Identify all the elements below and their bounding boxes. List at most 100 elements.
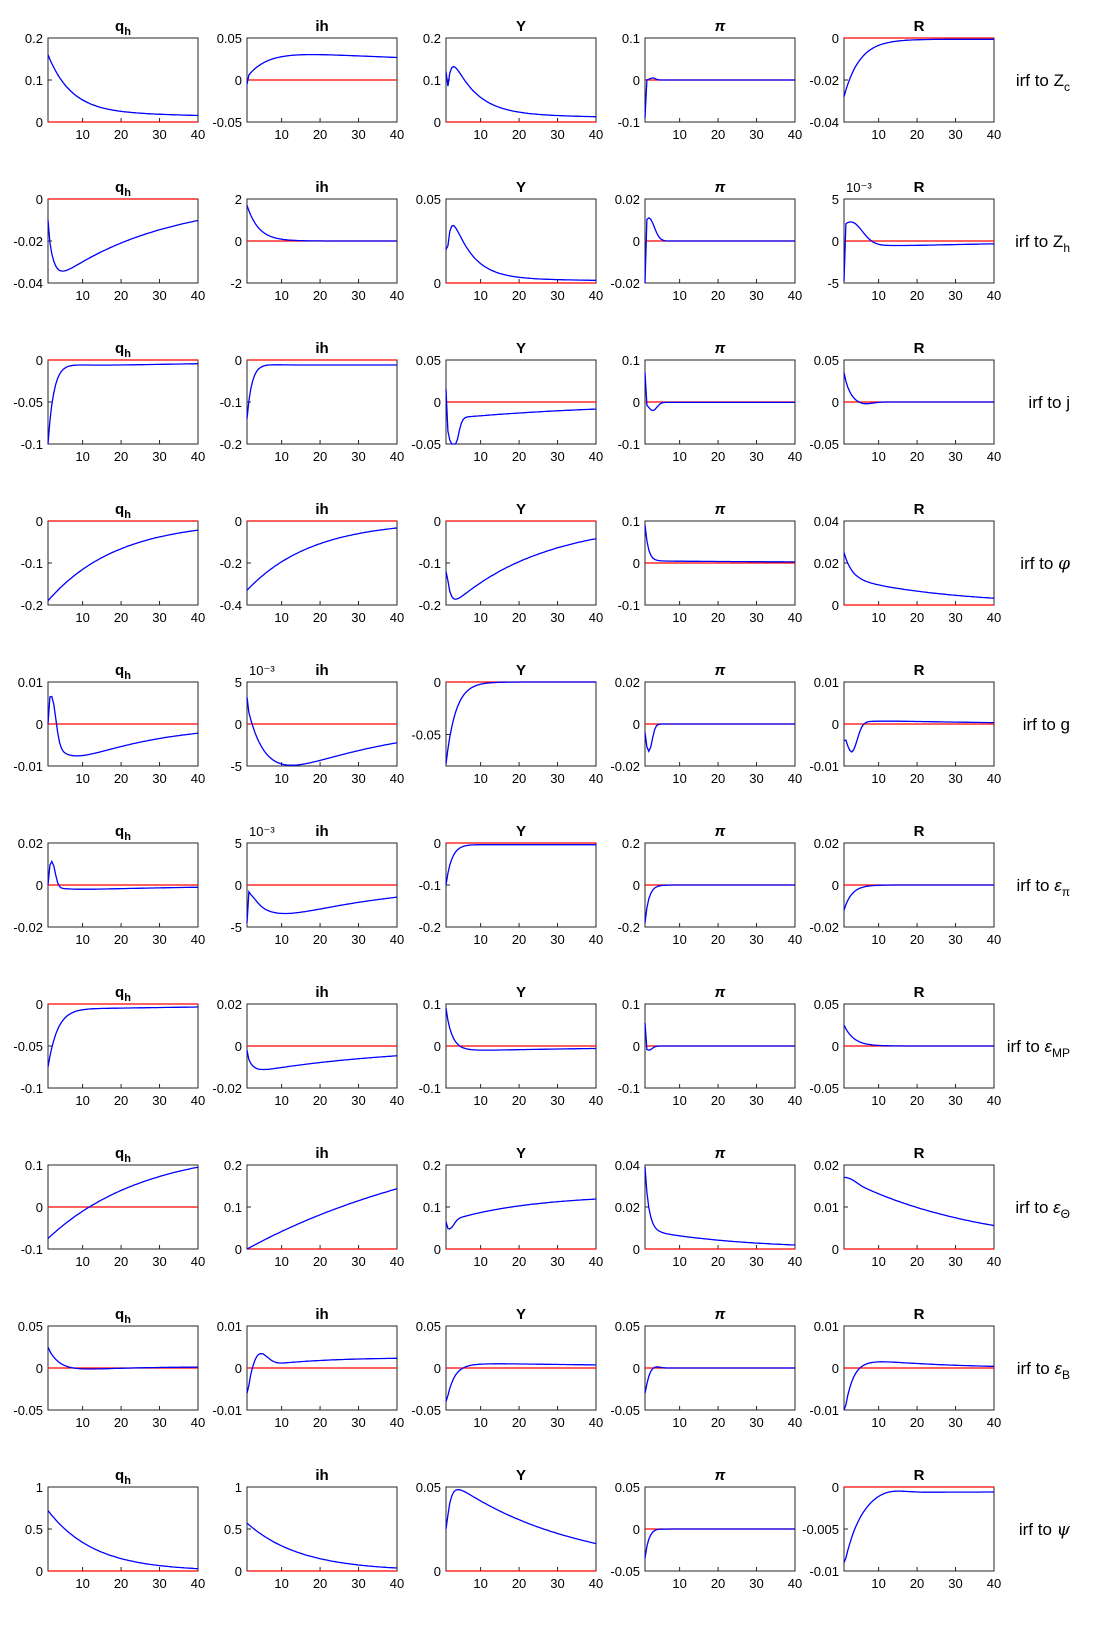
- x-tick-label: 40: [589, 771, 603, 786]
- x-tick-label: 10: [75, 771, 89, 786]
- y-tick-label: -0.2: [220, 437, 242, 452]
- x-tick-label: 30: [550, 771, 564, 786]
- x-tick-label: 40: [589, 127, 603, 142]
- y-tick-label: 0: [235, 1039, 242, 1054]
- plot-frame: [843, 1486, 995, 1572]
- y-tick-label: -0.1: [618, 1081, 640, 1096]
- irf-series-line: [47, 1510, 199, 1570]
- x-tick-label: 30: [152, 449, 166, 464]
- y-tick-label: 0: [235, 514, 242, 529]
- x-tick-label: 40: [788, 610, 802, 625]
- irf-series-line: [445, 681, 596, 764]
- x-tick-label: 10: [672, 771, 686, 786]
- y-tick-label: -0.05: [13, 1403, 43, 1418]
- row-label: irf to j: [1028, 393, 1070, 412]
- x-tick-label: 30: [152, 932, 166, 947]
- x-tick-label: 40: [390, 1415, 404, 1430]
- x-tick-label: 40: [788, 1254, 802, 1269]
- x-tick-label: 40: [191, 449, 205, 464]
- x-tick-label: 20: [910, 449, 924, 464]
- y-tick-label: -0.02: [610, 276, 640, 291]
- x-tick-label: 10: [274, 771, 288, 786]
- panel-title: ih: [315, 1145, 328, 1162]
- x-tick-label: 30: [550, 449, 564, 464]
- x-tick-label: 10: [274, 1415, 288, 1430]
- y-tick-label: 0: [36, 1200, 43, 1215]
- x-tick-label: 20: [711, 1415, 725, 1430]
- x-tick-label: 20: [910, 127, 924, 142]
- panel-title: qh: [115, 179, 131, 199]
- y-tick-label: 0.02: [217, 997, 242, 1012]
- panel-title: ih: [315, 662, 328, 679]
- x-tick-label: 10: [871, 771, 885, 786]
- y-tick-label: -0.02: [610, 759, 640, 774]
- panel-title: π: [715, 340, 726, 357]
- y-tick-label: 0: [36, 514, 43, 529]
- y-tick-label: 0: [832, 598, 839, 613]
- plot-frame: [644, 1164, 796, 1250]
- x-tick-label: 20: [711, 288, 725, 303]
- x-tick-label: 10: [672, 1093, 686, 1108]
- x-tick-label: 10: [75, 932, 89, 947]
- y-tick-label: -0.1: [419, 1081, 441, 1096]
- irf-series-line: [843, 552, 995, 599]
- x-tick-label: 30: [351, 1093, 365, 1108]
- x-tick-label: 10: [473, 288, 487, 303]
- panel-title: R: [914, 984, 925, 1001]
- row-label: irf to Zc: [1016, 71, 1070, 94]
- y-tick-label: -0.05: [212, 115, 242, 130]
- y-tick-label: 0.01: [814, 675, 839, 690]
- x-tick-label: 40: [788, 288, 802, 303]
- y-tick-label: -0.1: [21, 1081, 43, 1096]
- plot-frame: [843, 37, 995, 123]
- row-label: irf to επ: [1016, 876, 1070, 899]
- x-tick-label: 40: [987, 932, 1001, 947]
- y-tick-label: -0.1: [220, 395, 242, 410]
- irf-series-line: [644, 372, 795, 412]
- irf-series-line: [246, 364, 397, 419]
- panel-title: Y: [516, 18, 526, 35]
- y-tick-label: -0.05: [610, 1564, 640, 1579]
- x-tick-label: 40: [191, 1576, 205, 1591]
- y-tick-label: -0.05: [411, 728, 441, 743]
- y-tick-label: -0.02: [13, 920, 43, 935]
- y-tick-label: 0.1: [423, 997, 441, 1012]
- y-tick-label: 0.05: [217, 31, 242, 46]
- x-tick-label: 10: [473, 127, 487, 142]
- y-tick-label: 0: [434, 514, 441, 529]
- y-tick-label: 0.1: [25, 1158, 43, 1173]
- x-tick-label: 40: [589, 1093, 603, 1108]
- y-tick-label: 0.05: [416, 1319, 441, 1334]
- x-tick-label: 30: [550, 1415, 564, 1430]
- row-label: irf to φ: [1020, 554, 1070, 574]
- panel-title: π: [715, 823, 726, 840]
- irf-series-line: [47, 1166, 199, 1239]
- x-tick-label: 10: [672, 932, 686, 947]
- y-tick-label: 0: [36, 878, 43, 893]
- y-tick-label: -0.01: [809, 1564, 839, 1579]
- plot-frame: [47, 520, 199, 606]
- y-tick-label: -0.005: [802, 1522, 839, 1537]
- x-tick-label: 30: [550, 932, 564, 947]
- irf-series-line: [843, 372, 994, 405]
- plot-frame: [47, 37, 199, 123]
- x-tick-label: 10: [75, 127, 89, 142]
- x-tick-label: 30: [351, 610, 365, 625]
- x-tick-label: 20: [512, 288, 526, 303]
- x-tick-label: 10: [473, 449, 487, 464]
- x-tick-label: 30: [351, 449, 365, 464]
- x-tick-label: 30: [948, 610, 962, 625]
- x-tick-label: 40: [191, 1093, 205, 1108]
- x-tick-label: 30: [152, 771, 166, 786]
- y-tick-label: 0: [36, 353, 43, 368]
- y-tick-label: 0: [633, 1522, 640, 1537]
- x-tick-label: 10: [473, 1415, 487, 1430]
- y-tick-label: 0.02: [18, 836, 43, 851]
- x-tick-label: 20: [114, 288, 128, 303]
- x-tick-label: 10: [75, 1254, 89, 1269]
- x-tick-label: 20: [313, 127, 327, 142]
- y-tick-label: 0.1: [25, 73, 43, 88]
- panel-title: qh: [115, 18, 131, 38]
- x-tick-label: 20: [711, 610, 725, 625]
- y-tick-label: 0: [434, 1564, 441, 1579]
